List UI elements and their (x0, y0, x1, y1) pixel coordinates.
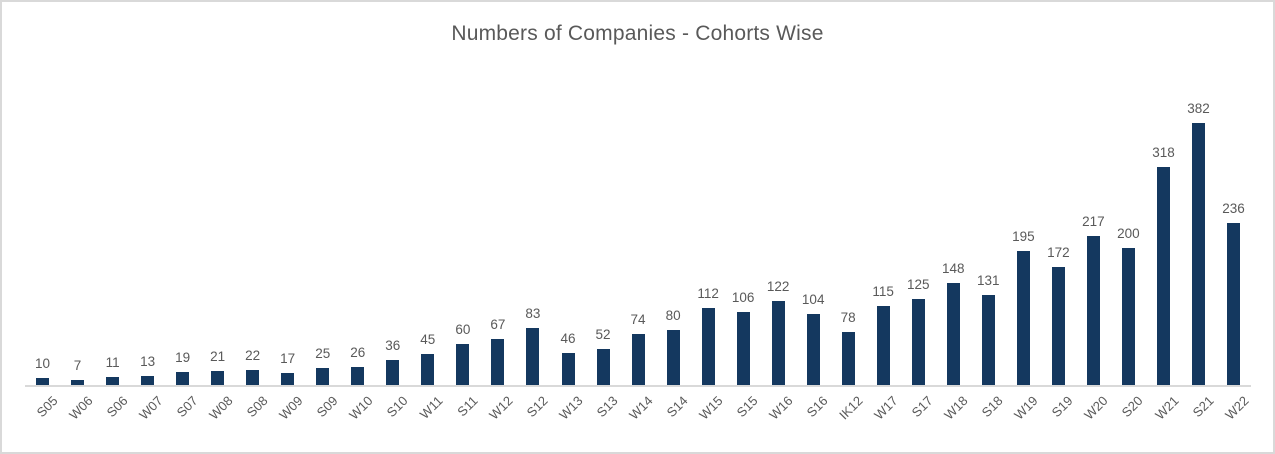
bar-value-label: 115 (872, 284, 894, 299)
bar-value-label: 22 (245, 348, 261, 363)
bar-value-label: 17 (280, 351, 296, 366)
bar (666, 330, 680, 385)
bar (421, 354, 435, 385)
bar (806, 314, 820, 385)
bar-value-label: 7 (73, 358, 82, 373)
bar-value-label: 236 (1222, 201, 1245, 216)
bar (526, 328, 540, 385)
bar (281, 373, 295, 385)
bar (771, 301, 785, 385)
bar-value-label: 112 (697, 286, 719, 301)
bar (631, 334, 645, 385)
bar-value-label: 36 (385, 338, 401, 353)
bar-value-label: 26 (350, 345, 366, 360)
bar (316, 368, 330, 385)
bar-value-label: 382 (1187, 101, 1210, 116)
bar-value-label: 60 (455, 322, 471, 337)
bar-value-label: 45 (420, 332, 436, 347)
bar (876, 306, 890, 385)
chart-title: Numbers of Companies - Cohorts Wise (451, 22, 824, 45)
bar (491, 339, 505, 385)
bar (71, 380, 84, 385)
bar (211, 371, 225, 385)
bar-value-label: 318 (1152, 145, 1175, 160)
bar (1051, 267, 1065, 385)
bar (176, 372, 190, 385)
bar (106, 377, 120, 385)
bar (946, 283, 960, 385)
bar (841, 332, 855, 385)
bar-value-label: 195 (1012, 229, 1035, 244)
bar (911, 299, 925, 385)
bar-value-label: 106 (731, 290, 755, 305)
bar-value-label: 80 (665, 308, 681, 323)
bar-value-label: 78 (840, 310, 856, 325)
bar-value-label: 21 (210, 349, 226, 364)
bar (246, 370, 260, 385)
bar-value-label: 104 (801, 292, 825, 307)
bar (386, 360, 400, 385)
bar-value-label: 74 (630, 312, 646, 327)
bar (981, 295, 995, 385)
bar-value-label: 172 (1047, 245, 1070, 260)
bar (456, 344, 470, 385)
bar (351, 367, 365, 385)
bar-value-label: 67 (490, 317, 506, 332)
bar-value-label: 13 (140, 354, 156, 369)
bar (1086, 236, 1100, 385)
bar (1016, 251, 1030, 385)
bar (1157, 167, 1170, 385)
bar (141, 376, 155, 385)
bar-value-label: 200 (1117, 226, 1140, 241)
bar (701, 308, 715, 385)
bar-value-label: 11 (105, 355, 120, 370)
bar (1121, 248, 1135, 385)
bar (1192, 123, 1205, 385)
bar-value-label: 131 (977, 273, 1000, 288)
bar-value-label: 19 (175, 350, 191, 365)
x-axis-line (25, 385, 1251, 387)
bar (736, 312, 750, 385)
bar-value-label: 83 (525, 306, 541, 321)
bar-value-label: 52 (595, 327, 611, 342)
bar (561, 353, 575, 385)
bar-value-label: 217 (1082, 214, 1105, 229)
bar (36, 378, 49, 385)
bar-value-label: 122 (766, 279, 790, 294)
bar-value-label: 148 (942, 261, 965, 276)
bar-value-label: 46 (560, 331, 576, 346)
bar-value-label: 125 (907, 277, 930, 292)
bar (1227, 223, 1240, 385)
bar (596, 349, 610, 385)
bar-value-label: 25 (315, 346, 331, 361)
bar-value-label: 10 (34, 356, 51, 371)
